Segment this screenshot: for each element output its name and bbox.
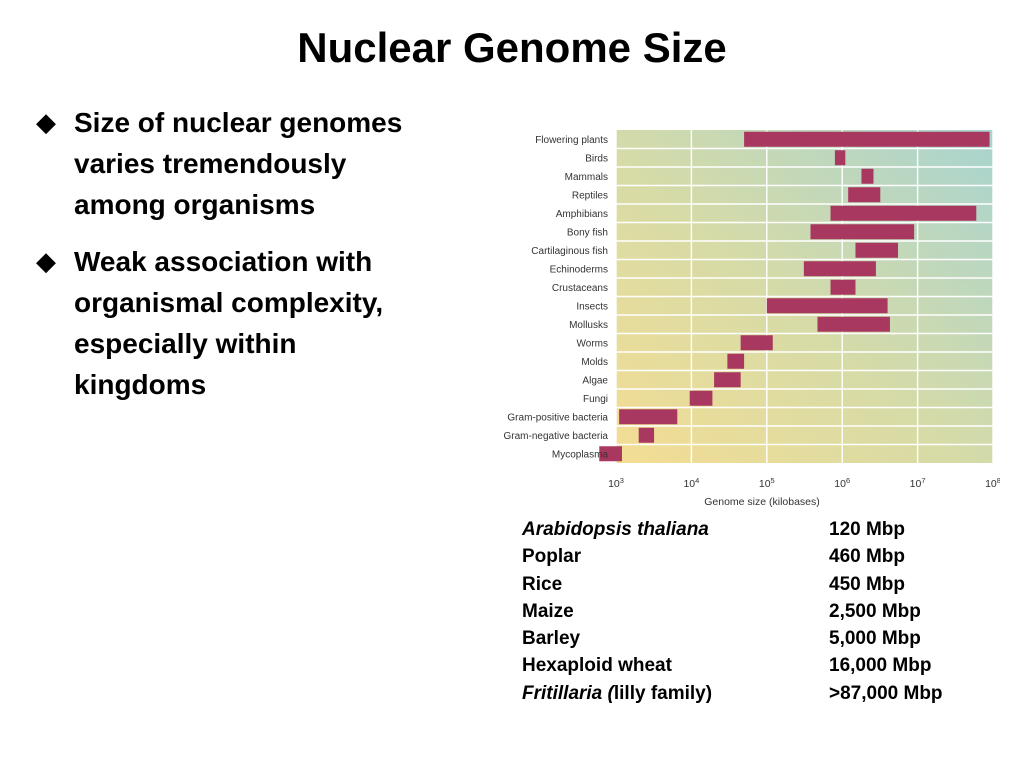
genome-size-value: 450 Mbp: [829, 573, 906, 595]
organism-name-plain: Poplar: [522, 546, 582, 568]
category-label: Fungi: [583, 394, 608, 405]
bullet-text: Size of nuclear genomes varies tremendou…: [74, 107, 403, 220]
range-bar: [766, 298, 888, 314]
range-bar: [848, 187, 881, 203]
category-label: Gram-positive bacteria: [507, 412, 608, 423]
tick-exponent: 6: [846, 476, 850, 485]
category-label: Insects: [576, 301, 608, 312]
category-label: Algae: [582, 375, 608, 386]
range-bar: [599, 446, 622, 462]
x-tick-label: 105: [759, 476, 775, 490]
genome-size-value: 16,000 Mbp: [829, 655, 932, 677]
organism-name-plain: lilly family): [613, 682, 713, 704]
range-bar: [830, 279, 856, 295]
bullet-text: Weak association with organismal complex…: [74, 246, 384, 400]
genome-size-value: 120 Mbp: [829, 519, 906, 540]
range-bar: [740, 335, 773, 351]
table-row: Rice 450 Mbp: [522, 571, 943, 598]
category-label: Worms: [577, 338, 608, 349]
category-label: Reptiles: [572, 190, 608, 201]
tick-base: 10: [608, 478, 620, 490]
range-bar: [834, 150, 846, 166]
organism-name: Barley: [522, 625, 829, 652]
category-label: Mammals: [565, 172, 608, 183]
genome-size-value: >87,000 Mbp: [829, 682, 943, 704]
category-label: Bony fish: [567, 227, 608, 238]
x-tick-label: 103: [608, 476, 624, 490]
range-bar: [727, 353, 745, 369]
bullet-item: ◆ Size of nuclear genomes varies tremend…: [36, 102, 436, 225]
range-bar: [861, 168, 874, 184]
x-tick-label: 104: [683, 476, 699, 490]
table-row: Arabidopsis thaliana 120 Mbp: [522, 516, 943, 543]
genome-size-chart: Flowering plants Birds Mammals Reptiles Amph…: [504, 130, 1000, 508]
x-tick-label: 107: [910, 476, 926, 490]
tick-exponent: 7: [921, 476, 925, 485]
x-axis-title: Genome size (kilobases): [704, 496, 820, 508]
diamond-bullet-icon: ◆: [36, 107, 56, 137]
category-label: Cartilaginous fish: [531, 246, 608, 257]
organism-name-plain: Barley: [522, 628, 581, 650]
table-row: Maize 2,500 Mbp: [522, 598, 943, 625]
organism-name-plain: Maize: [522, 600, 574, 622]
category-label: Molds: [581, 357, 608, 368]
organism-name: Maize: [522, 598, 829, 625]
organism-name-italic: Arabidopsis thaliana: [522, 519, 709, 540]
tick-base: 10: [985, 478, 997, 490]
table-row: Fritillaria (lilly family) >87,000 Mbp: [522, 680, 943, 707]
organism-name: Arabidopsis thaliana: [522, 516, 829, 543]
range-bar: [619, 409, 678, 425]
range-bar: [810, 224, 915, 240]
tick-exponent: 4: [695, 476, 699, 485]
range-bar: [689, 390, 713, 406]
organism-name: Rice: [522, 571, 829, 598]
tick-base: 10: [683, 478, 695, 490]
tick-base: 10: [910, 478, 922, 490]
range-bar: [803, 261, 876, 277]
organism-name: Hexaploid wheat: [522, 652, 829, 679]
category-label: Flowering plants: [535, 135, 608, 146]
bullet-item: ◆ Weak association with organismal compl…: [36, 241, 436, 405]
range-bar: [817, 316, 890, 332]
category-label: Crustaceans: [552, 283, 608, 294]
x-tick-label: 108: [985, 476, 1000, 490]
tick-base: 10: [759, 478, 771, 490]
range-bar: [638, 427, 655, 443]
x-tick-label: 106: [834, 476, 850, 490]
range-bar: [855, 242, 899, 258]
genome-size-value: 460 Mbp: [829, 546, 906, 568]
genome-size-value: 5,000 Mbp: [829, 628, 921, 650]
organism-name-plain: Rice: [522, 573, 563, 595]
plant-genome-table: Arabidopsis thaliana 120 Mbp Poplar 460 Mbp…: [522, 516, 943, 707]
slide-title: Nuclear Genome Size: [297, 24, 727, 71]
bullet-list: ◆ Size of nuclear genomes varies tremend…: [36, 102, 436, 421]
table-row: Hexaploid wheat 16,000 Mbp: [522, 652, 943, 679]
tick-exponent: 3: [620, 476, 624, 485]
organism-name: Fritillaria (lilly family): [522, 680, 829, 707]
tick-exponent: 5: [771, 476, 775, 485]
tick-base: 10: [834, 478, 846, 490]
category-label: Amphibians: [556, 209, 608, 220]
organism-name-plain: Hexaploid wheat: [522, 655, 672, 677]
organism-name-italic: Fritillaria (: [522, 682, 614, 704]
range-bar: [830, 205, 977, 221]
table-row: Barley 5,000 Mbp: [522, 625, 943, 652]
tick-exponent: 8: [997, 476, 1000, 485]
diamond-bullet-icon: ◆: [36, 246, 56, 276]
category-label: Mollusks: [569, 320, 608, 331]
category-label: Echinoderms: [550, 264, 608, 275]
table-row: Poplar 460 Mbp: [522, 543, 943, 570]
range-bar: [714, 372, 741, 388]
genome-size-value: 2,500 Mbp: [829, 600, 921, 622]
range-bar: [744, 131, 990, 147]
organism-name: Poplar: [522, 543, 829, 570]
category-label: Mycoplasma: [552, 449, 609, 460]
category-label: Birds: [585, 153, 608, 164]
category-label: Gram-negative bacteria: [504, 431, 609, 442]
